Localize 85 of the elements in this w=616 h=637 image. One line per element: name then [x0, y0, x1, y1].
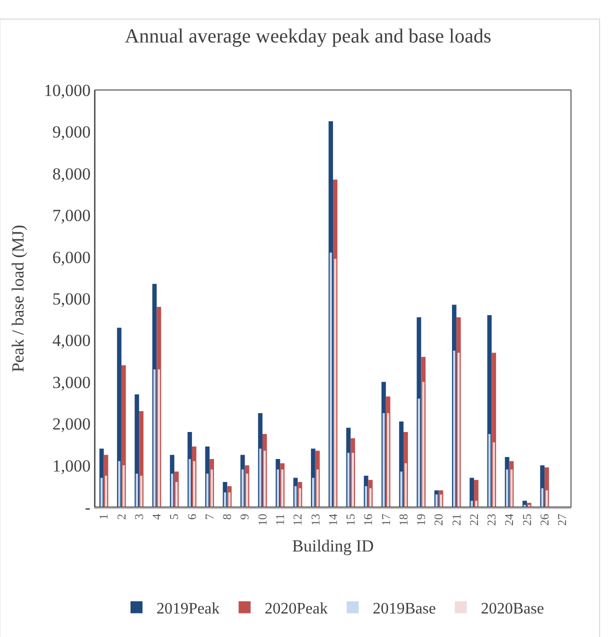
- bar: [386, 413, 390, 507]
- x-tick-label: 9: [238, 514, 252, 520]
- bar: [210, 469, 213, 507]
- bar: [488, 434, 491, 507]
- x-tick-label: 15: [344, 514, 358, 526]
- y-tick-label: -: [84, 498, 91, 517]
- x-tick-label: 22: [466, 514, 481, 526]
- bar: [382, 413, 385, 507]
- bar: [541, 488, 544, 507]
- x-tick-label: 3: [132, 514, 146, 520]
- bar: [475, 500, 478, 507]
- x-tick-label: 27: [555, 514, 570, 526]
- bar: [330, 252, 332, 507]
- bar: [188, 459, 191, 507]
- x-tick-label: 26: [537, 514, 552, 526]
- bar: [352, 452, 354, 507]
- bar: [264, 450, 266, 507]
- bar: [334, 258, 336, 507]
- x-tick-label: 2: [114, 514, 128, 520]
- x-tick-label: 17: [378, 514, 393, 526]
- bar: [312, 478, 314, 507]
- bar: [422, 382, 424, 507]
- x-tick-label: 25: [520, 514, 534, 526]
- bar: [171, 474, 174, 507]
- x-tick-label: 19: [414, 514, 428, 526]
- bar: [259, 448, 262, 507]
- y-axis-title: Peak / base load (MJ): [8, 224, 28, 372]
- bar: [470, 478, 474, 507]
- y-tick-label: 10,000: [44, 80, 91, 100]
- y-tick-label: 8,000: [52, 164, 91, 184]
- x-tick-label: 7: [202, 514, 216, 520]
- y-tick-label: 9,000: [52, 122, 91, 142]
- bar: [470, 500, 473, 507]
- x-tick-label: 8: [220, 514, 234, 520]
- bar: [193, 461, 196, 507]
- x-tick-label: 1: [96, 514, 111, 520]
- bar: [206, 474, 208, 507]
- bar: [118, 461, 120, 507]
- y-tick-label: 4,000: [52, 331, 91, 350]
- y-tick-label: 6,000: [52, 248, 91, 267]
- bar: [369, 488, 372, 507]
- x-tick-label: 16: [361, 514, 376, 526]
- bar: [242, 469, 244, 507]
- x-tick-label: 6: [184, 514, 199, 520]
- x-tick-label: 24: [502, 514, 516, 526]
- x-tick-label: 18: [396, 514, 410, 526]
- bar: [418, 398, 420, 507]
- bar: [458, 352, 460, 507]
- bar: [158, 369, 160, 507]
- x-tick-label: 12: [290, 514, 305, 526]
- legend-label: 2019Peak: [156, 600, 220, 618]
- bar: [104, 476, 108, 507]
- x-tick-label: 10: [255, 514, 270, 526]
- bar: [453, 350, 456, 507]
- x-tick-label: 20: [432, 514, 446, 526]
- bar: [140, 476, 142, 507]
- bar: [294, 486, 297, 507]
- bar: [276, 469, 280, 507]
- bar: [404, 463, 407, 507]
- bar: [136, 474, 138, 507]
- x-tick-label: 5: [167, 514, 182, 520]
- x-tick-label: 23: [484, 514, 499, 526]
- y-tick-label: 5,000: [52, 289, 91, 308]
- bar: [492, 442, 495, 507]
- bar: [546, 490, 548, 507]
- y-tick-label: 1,000: [52, 456, 91, 476]
- x-tick-label: 13: [308, 514, 322, 526]
- x-axis-title: Building ID: [292, 536, 374, 556]
- bar: [506, 469, 508, 507]
- y-tick-label: 3,000: [52, 372, 91, 392]
- bar: [281, 469, 284, 507]
- x-tick-label: 21: [449, 514, 464, 526]
- x-tick-label: 14: [326, 514, 340, 526]
- y-tick-label: 7,000: [52, 206, 91, 226]
- x-tick-label: 4: [150, 514, 164, 520]
- legend-label: 2020Base: [480, 600, 544, 618]
- chart-title: Annual average weekday peak and base loads: [124, 26, 492, 48]
- y-tick-label: 2,000: [52, 414, 91, 434]
- bar: [153, 369, 156, 507]
- legend-label: 2020Peak: [264, 600, 328, 618]
- bar: [122, 465, 125, 507]
- bar: [510, 469, 513, 507]
- legend-label: 2019Base: [372, 600, 436, 618]
- bar: [400, 472, 402, 507]
- x-tick-label: 11: [273, 514, 288, 526]
